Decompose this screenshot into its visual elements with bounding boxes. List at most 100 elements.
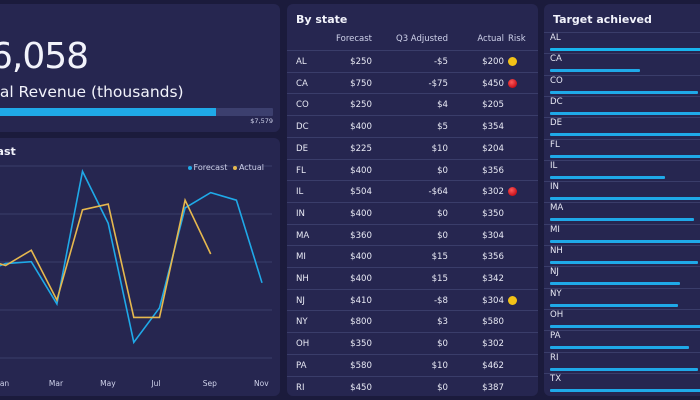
target-row: AL [544,32,700,54]
target-progress-bar [550,69,640,73]
col-header-risk: Risk [508,34,526,44]
table-row: IN $400 $0 $350 [287,201,538,225]
actual-cell: $350 [482,208,504,219]
state-cell: RI [296,382,305,393]
target-row: OH [544,308,700,331]
target-row: RI [544,351,700,374]
actual-cell: $462 [482,360,504,371]
actual-cell: $200 [482,57,504,67]
x-tick-label: Sep [203,379,217,388]
annual-revenue-panel: 6,058 ual Revenue (thousands) $7,579 [0,4,280,132]
target-state-label: NH [550,246,563,256]
legend-forecast-swatch [187,165,192,170]
target-progress-bar [550,90,698,94]
forecast-cell: $800 [350,317,372,328]
target-progress-bar [550,282,680,286]
target-row: NJ [544,266,700,288]
risk-indicator-icon [508,78,517,88]
chart-legend: Forecast Actual [185,163,264,172]
target-state-label: PA [550,331,561,342]
q3-adjusted-cell: $15 [431,274,448,284]
table-row: IL $504 -$64 $302 [287,180,538,203]
state-cell: MI [296,252,306,263]
target-state-label: NY [550,288,562,299]
state-cell: DE [296,143,309,154]
target-state-label: MA [550,203,564,214]
forecast-cell: $400 [350,122,372,133]
forecast-cell: $400 [350,165,372,176]
forecast-cell: $360 [350,230,372,241]
q3-adjusted-cell: $0 [437,339,448,350]
annual-revenue-value: 6,058 [0,36,89,77]
forecast-cell: $250 [350,57,372,67]
forecast-cell: $504 [350,187,372,198]
target-row: IN [544,181,700,203]
target-state-label: TX [550,373,562,384]
q3-adjusted-cell: $10 [431,360,448,371]
target-state-label: IN [550,182,559,193]
actual-cell: $580 [482,317,504,328]
target-state-label: NJ [550,267,559,278]
target-state-label: RI [550,352,559,363]
table-row: DE $225 $10 $204 [287,136,538,160]
target-state-label: AL [550,33,561,43]
legend-forecast: Forecast [187,163,227,172]
target-progress-bar [550,303,678,307]
by-state-title: By state [296,13,348,26]
actual-cell: $356 [482,165,504,176]
state-cell: OH [296,339,310,350]
q3-adjusted-cell: $4 [437,100,448,111]
table-row: MI $400 $15 $356 [287,245,538,268]
target-state-label: IL [550,160,558,171]
table-row: MA $360 $0 $304 [287,223,538,247]
state-cell: AL [296,57,307,67]
table-row: PA $580 $10 $462 [287,353,538,377]
q3-adjusted-cell: -$75 [428,78,448,89]
target-state-label: FL [550,139,560,150]
state-cell: MA [296,230,310,241]
state-cell: NY [296,317,308,328]
target-row: MA [544,202,700,224]
by-state-panel: By state Forecast Q3 Adjusted Actual Ris… [287,4,538,396]
actual-cell: $354 [482,122,504,133]
table-row: NH $400 $15 $342 [287,267,538,290]
target-progress-bar [550,239,700,243]
actual-cell: $302 [482,339,504,350]
target-progress-bar [550,346,689,350]
actual-cell: $304 [482,295,504,306]
q3-adjusted-cell: $10 [431,143,448,154]
table-row: NJ $410 -$8 $304 [287,288,538,312]
q3-adjusted-cell: $0 [437,208,448,219]
x-tick-label: Nov [254,379,269,388]
q3-adjusted-cell: $5 [437,122,448,133]
target-progress-bar [550,324,700,328]
actual-cell: $302 [482,187,504,198]
target-row: CA [544,53,700,75]
revenue-progress-fill [0,108,217,116]
forecast-cell: $400 [350,208,372,219]
target-state-label: CA [550,54,562,65]
target-row: MI [544,223,700,246]
table-row: NY $800 $3 $580 [287,310,538,333]
target-row: NY [544,287,700,310]
forecast-cell: $410 [350,295,372,306]
state-cell: IN [296,208,305,219]
legend-actual: Actual [232,163,264,172]
forecast-cell: $350 [350,339,372,350]
forecast-cell: $225 [350,143,372,154]
target-state-label: DC [550,96,563,107]
target-progress-bar [550,367,698,371]
table-row: DC $400 $5 $354 [287,115,538,138]
table-row: AL $250 -$5 $200 [287,50,538,73]
q3-adjusted-cell: -$5 [433,57,448,67]
actual-cell: $356 [482,252,504,263]
legend-actual-swatch [232,165,237,170]
forecast-cell: $250 [350,100,372,111]
risk-indicator-icon [508,187,517,197]
target-row: CO [544,74,700,97]
target-progress-bar [550,388,700,392]
table-row: OH $350 $0 $302 [287,332,538,355]
actual-cell: $304 [482,230,504,241]
target-progress-bar [550,261,698,264]
state-cell: PA [296,360,307,371]
